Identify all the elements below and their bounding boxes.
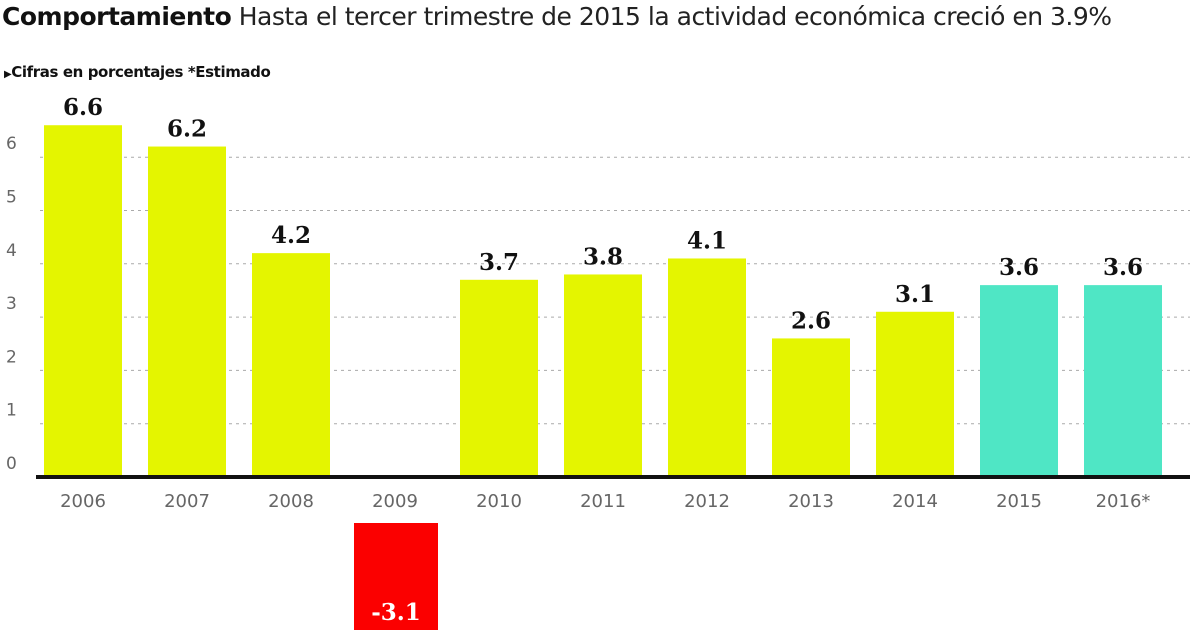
y-tick-label: 6 — [6, 134, 17, 154]
x-tick-label: 2007 — [164, 491, 210, 512]
y-tick-label: 0 — [6, 454, 17, 474]
x-tick-label: 2013 — [788, 491, 834, 512]
bar-2009 — [354, 523, 438, 630]
bar-2008 — [252, 253, 330, 477]
value-label: 3.8 — [583, 243, 623, 270]
value-label: 4.1 — [687, 227, 727, 254]
bar-2006 — [44, 125, 122, 477]
bar-2007 — [148, 146, 226, 478]
x-tick-label: 2008 — [268, 491, 314, 512]
x-tick-label: 2016* — [1096, 491, 1151, 512]
bar-2015 — [980, 285, 1058, 477]
y-tick-label: 3 — [6, 294, 17, 314]
x-tick-label: 2011 — [580, 491, 626, 512]
x-tick-label: 2009 — [372, 491, 418, 512]
value-label: 6.2 — [167, 116, 207, 143]
value-label: 3.6 — [999, 254, 1039, 281]
bar-2013 — [772, 338, 850, 477]
bar-2016* — [1084, 285, 1162, 477]
value-label: 3.1 — [895, 281, 935, 308]
value-label: 3.6 — [1103, 254, 1143, 281]
y-tick-label: 1 — [6, 401, 17, 421]
bar-2012 — [668, 258, 746, 477]
y-tick-label: 4 — [6, 241, 17, 261]
bar-2014 — [876, 311, 954, 477]
chart-subtitle: ▶Cifras en porcentajes *Estimado — [4, 63, 271, 81]
value-label: 6.6 — [63, 94, 103, 121]
triangle-bullet-icon: ▶ — [4, 69, 12, 80]
chart-title: Comportamiento Hasta el tercer trimestre… — [2, 2, 1112, 31]
y-tick-label: 5 — [6, 188, 17, 208]
value-label: 3.7 — [479, 249, 519, 276]
value-label: -3.1 — [371, 599, 421, 626]
x-tick-label: 2012 — [684, 491, 730, 512]
y-tick-label: 2 — [6, 347, 17, 367]
bar-2011 — [564, 274, 642, 477]
bar-2010 — [460, 279, 538, 477]
x-tick-label: 2015 — [996, 491, 1042, 512]
title-bold: Comportamiento — [2, 2, 232, 31]
title-text: Hasta el tercer trimestre de 2015 la act… — [238, 2, 1112, 31]
x-tick-label: 2006 — [60, 491, 106, 512]
value-label: 4.2 — [271, 222, 311, 249]
x-tick-label: 2014 — [892, 491, 938, 512]
value-label: 2.6 — [791, 307, 831, 334]
x-tick-label: 2010 — [476, 491, 522, 512]
subtitle-text: Cifras en porcentajes *Estimado — [11, 63, 271, 81]
